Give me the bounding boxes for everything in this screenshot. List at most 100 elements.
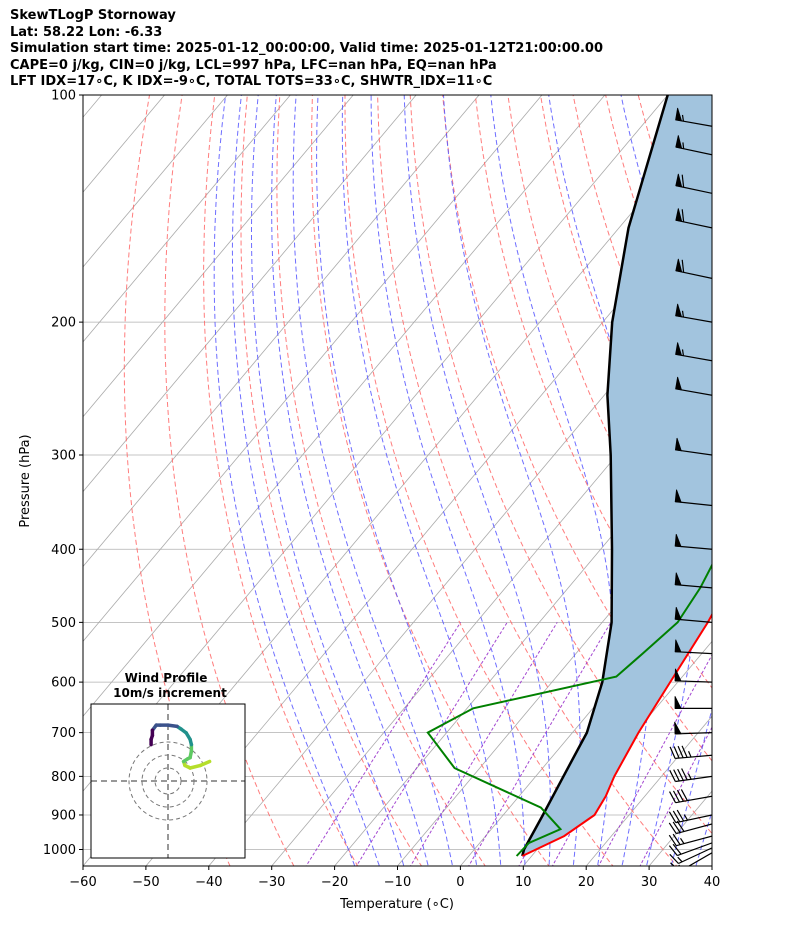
x-tick-label: 40: [704, 875, 721, 890]
y-tick-label: 600: [51, 676, 76, 691]
wind-barb: [674, 668, 712, 683]
barb-shaft: [675, 795, 712, 804]
barb-full: [681, 768, 688, 781]
moist-adiabat: [341, 95, 502, 866]
wind-barb: [675, 376, 712, 396]
barb-half: [687, 773, 692, 780]
wind-barb: [675, 107, 712, 127]
barb-full: [669, 769, 676, 782]
wind-barb: [668, 833, 712, 847]
barb-flag: [674, 572, 682, 586]
moist-adiabat: [443, 95, 581, 866]
moist-adiabat: [741, 95, 794, 881]
barb-full: [681, 209, 685, 222]
dry-adiabat: [377, 95, 678, 866]
mixing-ratio-line: [639, 726, 712, 866]
barb-half: [681, 114, 685, 122]
mixing-ratio-line: [305, 622, 462, 866]
moist-adiabat: [620, 95, 706, 866]
barb-flag: [675, 303, 683, 318]
moist-adiabat: [316, 95, 478, 866]
barb-full: [672, 833, 681, 845]
barb-half: [683, 814, 689, 821]
y-tick-label: 1000: [43, 843, 76, 858]
isotherm: [83, 95, 228, 268]
x-tick-label: −30: [258, 875, 285, 890]
title-block: SkewTLogP Stornoway Lat: 58.22 Lon: -6.3…: [10, 8, 603, 91]
barb-full: [681, 745, 688, 758]
inset-subtitle: 10m/s increment: [113, 686, 227, 700]
x-axis: −60 −50 −40 −30 −20 −10 0 10 20 30 40: [69, 866, 720, 890]
x-tick-label: 0: [456, 875, 464, 890]
x-axis-label: Temperature (∘C): [339, 897, 454, 912]
wind-barb: [675, 208, 712, 229]
dry-adiabat: [240, 95, 423, 866]
dry-adiabat: [276, 95, 486, 866]
inset-frame: [90, 703, 246, 859]
wind-barb: [669, 768, 712, 783]
barb-full: [677, 768, 684, 781]
moist-adiabat: [271, 95, 429, 866]
barb-full: [669, 791, 677, 803]
barb-full: [672, 843, 682, 855]
barb-flag: [674, 639, 682, 653]
skewt-plot-area: [83, 95, 794, 881]
wind-profile-inset: Wind Profile 10m/s increment: [90, 671, 246, 859]
barb-flag: [674, 721, 682, 735]
isotherm: [83, 95, 354, 418]
wind-barb: [669, 745, 712, 760]
isotherm: [271, 341, 712, 866]
barb-full: [672, 810, 681, 823]
x-tick-label: 10: [515, 875, 532, 890]
times-text: Simulation start time: 2025-01-12_00:00:…: [10, 41, 603, 56]
barb-full: [673, 769, 680, 782]
barb-half: [688, 751, 692, 758]
dewpoint-line: [426, 562, 712, 857]
isotherm: [334, 416, 712, 866]
barb-flag: [675, 107, 683, 122]
barb-flag: [674, 489, 682, 503]
isotherm: [83, 95, 480, 568]
barb-full: [676, 809, 685, 822]
barb-half: [681, 310, 685, 318]
y-tick-label: 300: [51, 448, 76, 463]
mixing-ratio-line: [468, 622, 612, 866]
y-tick-label: 200: [51, 316, 76, 331]
barb-full: [677, 745, 684, 758]
isotherm: [585, 715, 712, 866]
barb-half: [677, 856, 683, 863]
barb-full: [668, 811, 677, 823]
isotherm: [83, 95, 606, 717]
barb-full: [676, 789, 684, 802]
barb-shaft: [677, 842, 712, 857]
chart-title: SkewTLogP Stornoway: [10, 8, 176, 23]
barb-full: [673, 746, 680, 759]
inset-ring: [141, 754, 195, 808]
isotherm: [83, 95, 291, 343]
moist-adiabat: [213, 95, 356, 866]
cape-cin-fill: [522, 95, 712, 856]
moist-adiabat: [695, 809, 712, 866]
y-tick-label: 500: [51, 616, 76, 631]
barb-full: [672, 821, 681, 833]
barb-flag: [675, 173, 683, 188]
y-tick-label: 700: [51, 726, 76, 741]
isotherm: [396, 490, 712, 866]
inset-plot-area: [91, 704, 245, 858]
isotherm: [711, 865, 712, 866]
indices-line-2: LFT IDX=17∘C, K IDX=-9∘C, TOTAL TOTS=33∘…: [10, 74, 493, 89]
dry-adiabat: [203, 95, 359, 866]
barb-full: [681, 174, 685, 188]
x-tick-label: −10: [384, 875, 411, 890]
barb-full: [681, 259, 685, 273]
barb-flag: [675, 376, 683, 391]
wind-barb: [668, 809, 712, 824]
moist-adiabat: [370, 95, 526, 866]
barb-shaft: [676, 823, 712, 835]
barb-half: [682, 142, 685, 149]
dry-adiabat: [702, 95, 712, 124]
y-tick-label: 100: [51, 89, 76, 104]
barb-full: [670, 862, 675, 866]
barb-shaft: [687, 852, 712, 866]
